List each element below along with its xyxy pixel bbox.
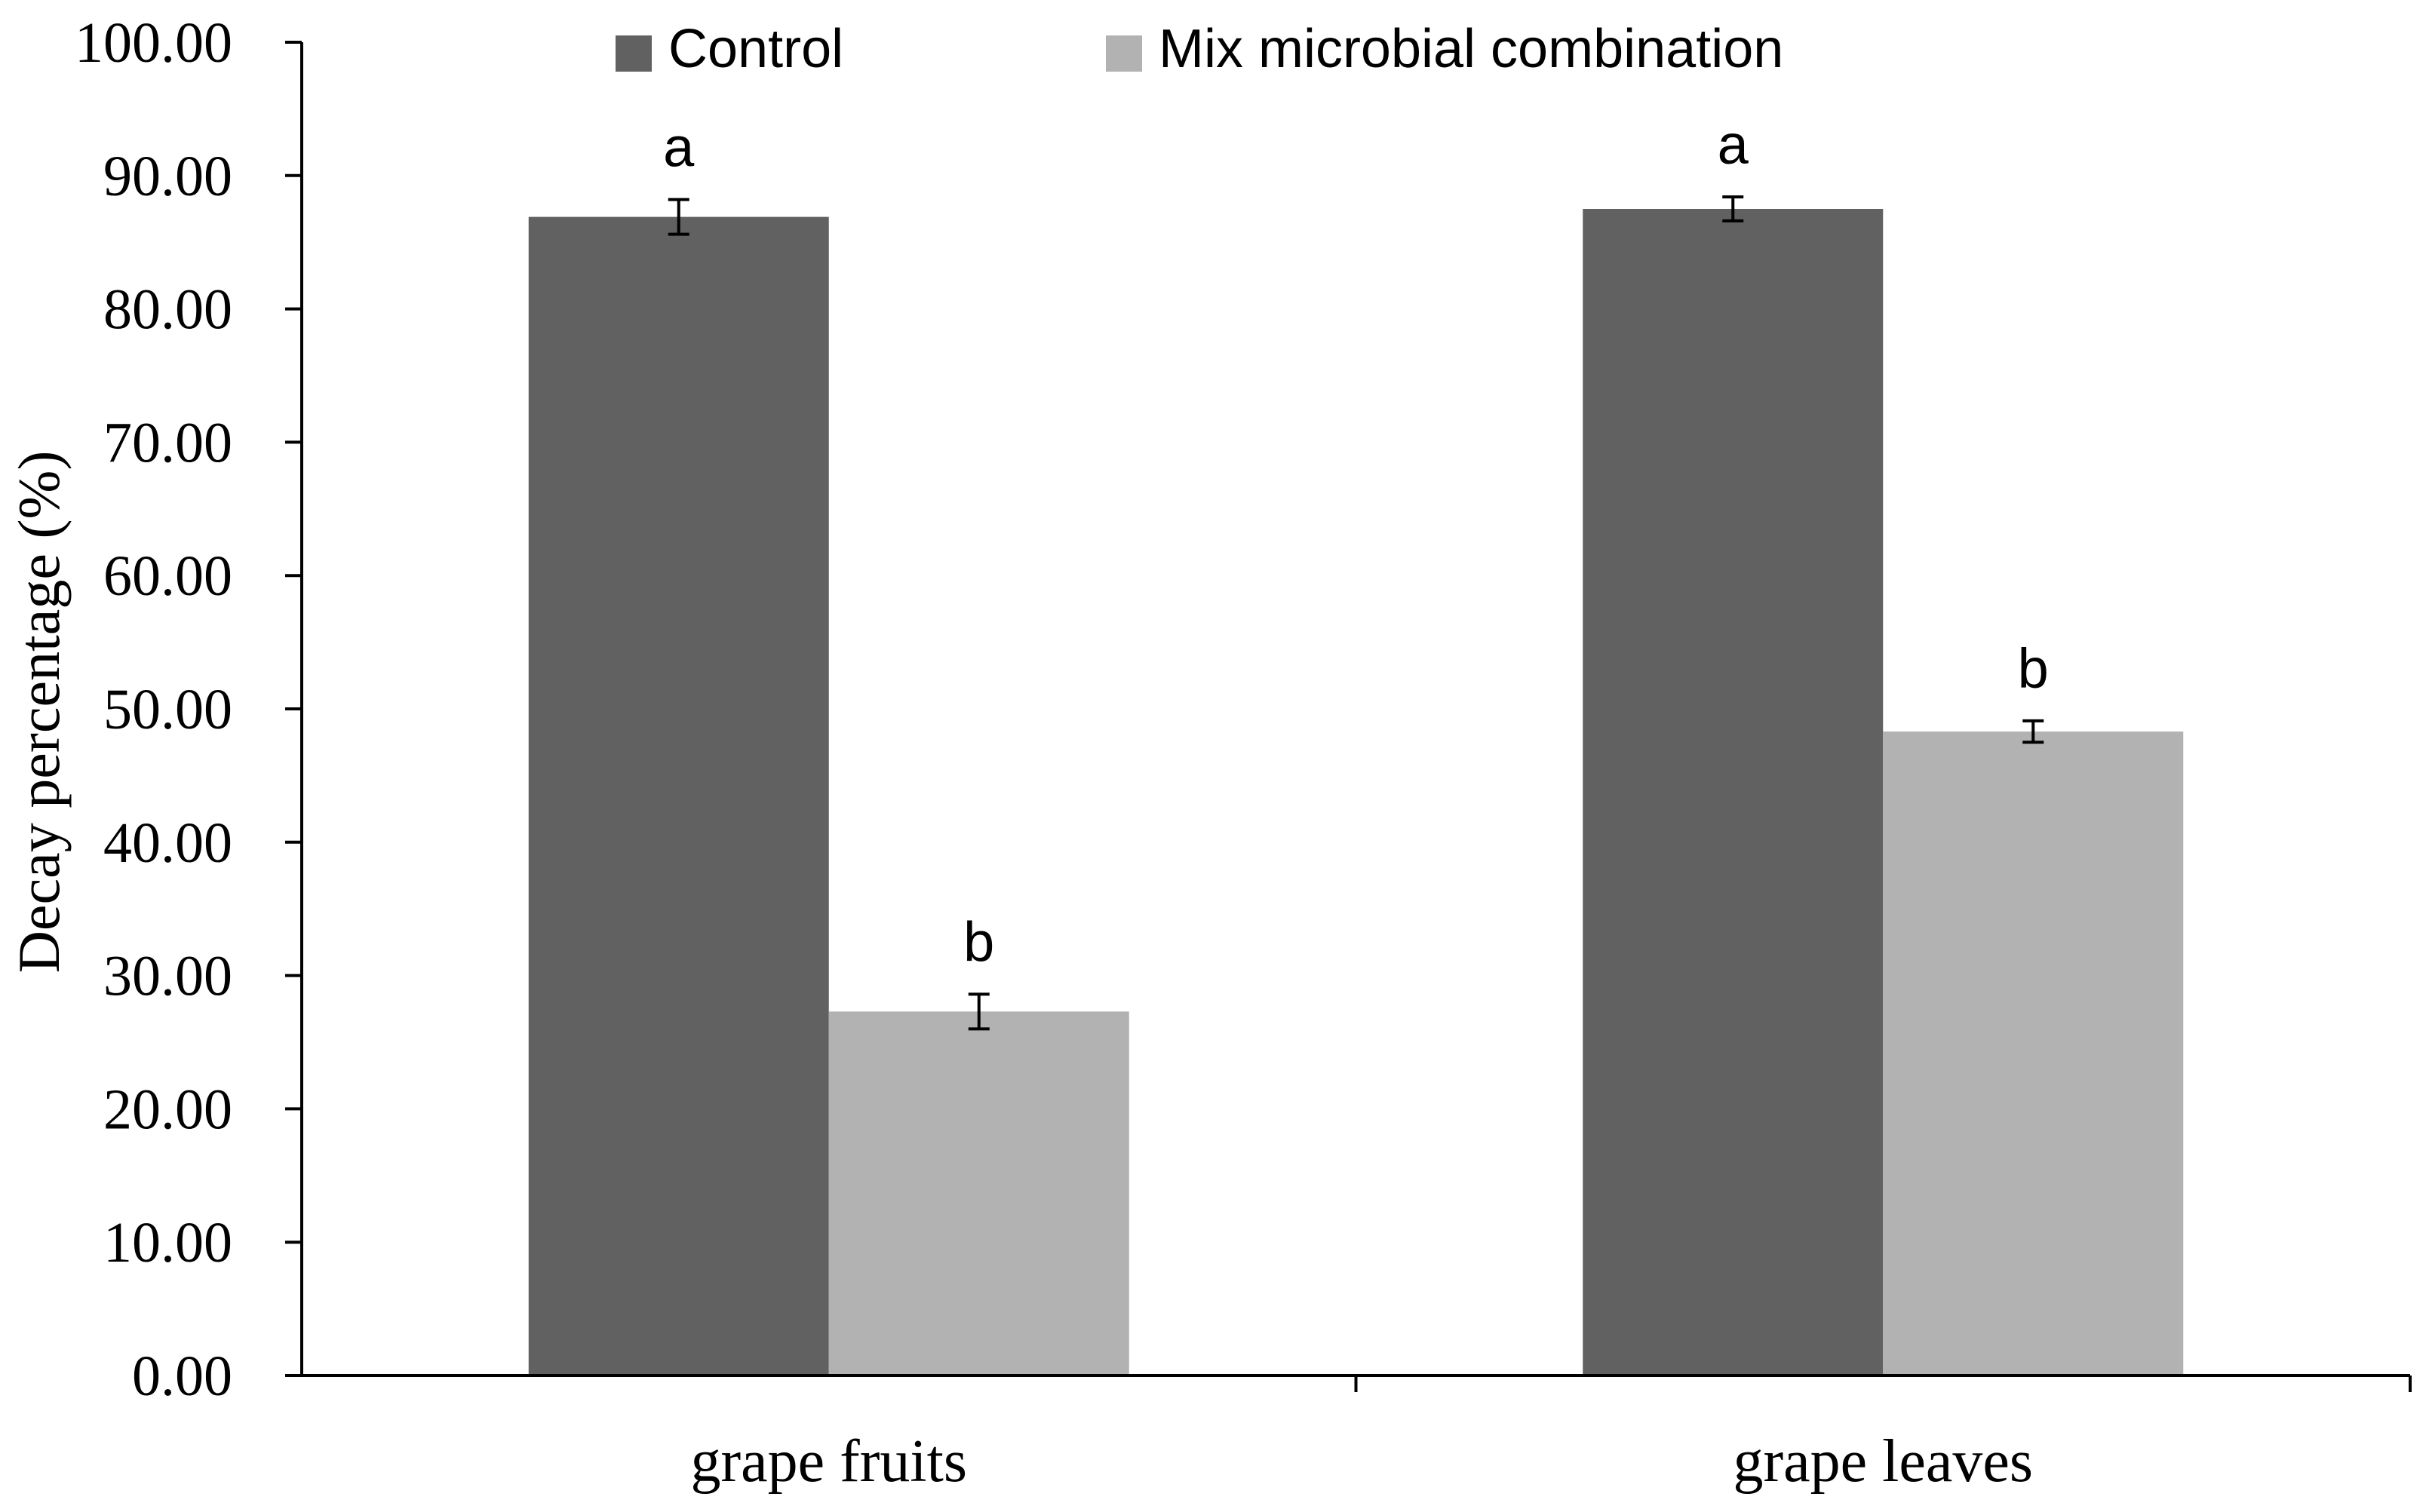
y-tick-label: 100.00 bbox=[75, 11, 232, 75]
y-tick-label: 80.00 bbox=[103, 278, 232, 342]
y-tick-label: 70.00 bbox=[103, 411, 232, 474]
bar-control-1 bbox=[1583, 209, 1884, 1376]
bar-control-0 bbox=[528, 216, 829, 1376]
x-tick-label: grape fruits bbox=[690, 1428, 967, 1495]
legend-label-0: Control bbox=[668, 19, 843, 79]
y-tick-label: 30.00 bbox=[103, 945, 232, 1008]
significance-label: a bbox=[1718, 113, 1749, 176]
bar-mix-1 bbox=[1883, 731, 2184, 1376]
legend-swatch-1 bbox=[1106, 35, 1142, 72]
y-tick-label: 0.00 bbox=[132, 1345, 232, 1408]
y-tick-label: 50.00 bbox=[103, 678, 232, 741]
y-tick-label: 40.00 bbox=[103, 811, 232, 875]
y-axis-title: Decay percentage (%) bbox=[6, 451, 72, 974]
significance-label: b bbox=[963, 910, 994, 973]
significance-label: a bbox=[663, 116, 695, 179]
y-tick-label: 10.00 bbox=[103, 1211, 232, 1274]
bars-layer bbox=[528, 195, 2184, 1376]
legend: Control Mix microbial combination bbox=[616, 19, 1783, 79]
labels-layer: a b grape fruits a b grape leaves bbox=[663, 113, 2049, 1495]
x-tick-label: grape leaves bbox=[1733, 1428, 2033, 1495]
y-tick-label: 60.00 bbox=[103, 544, 232, 608]
y-tick-label: 90.00 bbox=[103, 145, 232, 208]
axes-layer: 0.00 10.00 20.00 30.00 40.00 50.00 60.00 70.00 8… bbox=[75, 11, 2412, 1408]
bar-mix-0 bbox=[828, 1011, 1129, 1376]
legend-label-1: Mix microbial combination bbox=[1159, 19, 1783, 79]
legend-swatch-0 bbox=[616, 35, 652, 72]
y-tick-label: 20.00 bbox=[103, 1078, 232, 1141]
significance-label: b bbox=[2018, 637, 2049, 700]
